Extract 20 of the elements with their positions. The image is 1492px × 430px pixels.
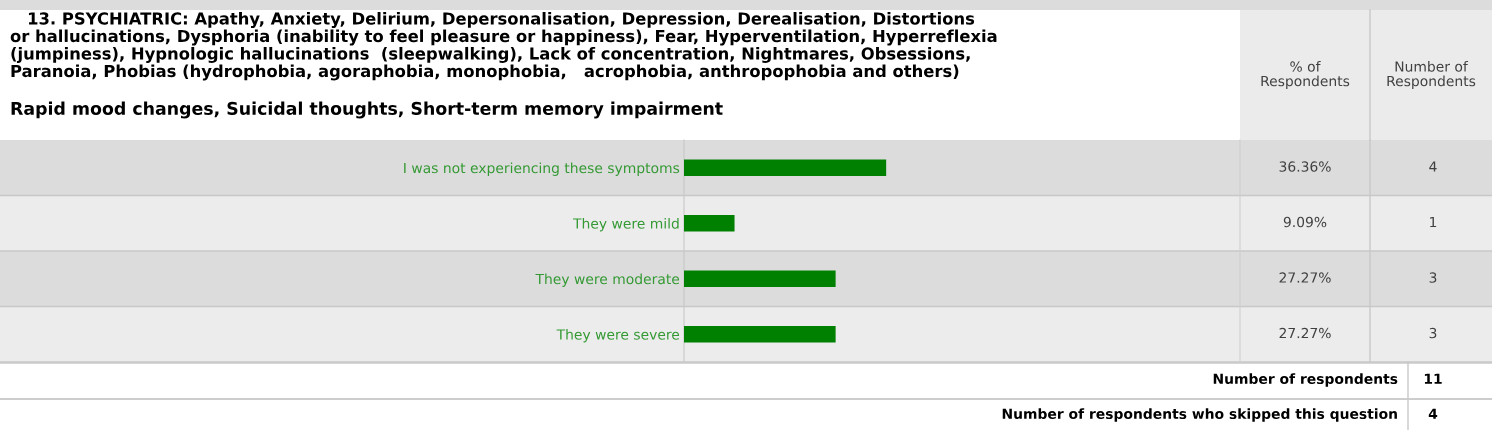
y-tick-label: They were moderate bbox=[535, 273, 680, 287]
y-tick-label: I was not experiencing these symptoms bbox=[404, 162, 680, 176]
text: 4 bbox=[1429, 161, 1437, 172]
y-tick-label: They were mild bbox=[573, 217, 679, 232]
data-label: 9.09% bbox=[1283, 216, 1327, 228]
data-label: 36.36% bbox=[1279, 161, 1331, 172]
data-label: 27.27% bbox=[1279, 272, 1331, 283]
y-tick-label: They were severe bbox=[556, 328, 680, 343]
text: Number of respondents bbox=[1213, 373, 1398, 387]
text: 3 bbox=[1429, 327, 1437, 339]
text: Rapid mood changes, Suicidal thoughts, Short-term memory impairment bbox=[11, 101, 723, 119]
text: Number of Respondents bbox=[1387, 61, 1476, 89]
text: 11 bbox=[1424, 373, 1442, 384]
data-label: 27.27% bbox=[1279, 327, 1331, 339]
text: 3 bbox=[1429, 272, 1437, 283]
text: % of Respondents bbox=[1261, 61, 1350, 89]
text: Number of respondents who skipped this question bbox=[1002, 408, 1397, 422]
text: 13. PSYCHIATRIC: Apathy, Anxiety, Delirium, Depersonalisation, Depression, Derealisation, Distortions or hallucinations, Dysphoria (inability to feel pleasure or happiness), Fear, Hyperventilation, Hyperreflexia (jumpiness), Hypnologic hallucinations (sleepwalking), Lack of concentration, Nightmares, Obsessions, Paranoia, Phobias (hydrophobia, agoraphobia, monophobia, acrophobia, anthropophobia and others) bbox=[10, 12, 997, 81]
text: 4 bbox=[1428, 408, 1438, 419]
text: 1 bbox=[1430, 216, 1437, 228]
